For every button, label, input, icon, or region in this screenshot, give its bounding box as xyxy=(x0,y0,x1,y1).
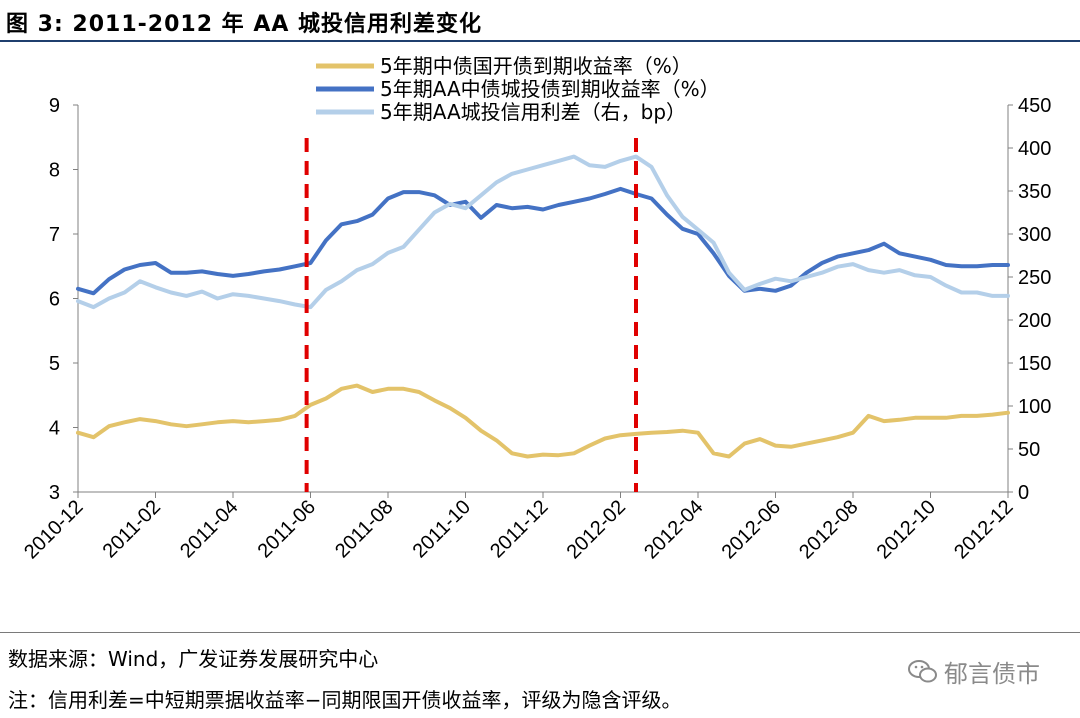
legend-label: 5年期中债国开债到期收益率（%） xyxy=(380,54,692,78)
left-tick-label: 7 xyxy=(49,224,60,246)
line-chart: 3 4 5 6 7 8 9 0 50 100 150 200 250 300 350 400 450 2010-1… xyxy=(20,48,1052,564)
right-tick-label: 400 xyxy=(1018,138,1051,160)
left-tick-label: 5 xyxy=(49,353,60,375)
right-tick-label: 300 xyxy=(1018,224,1051,246)
series-line-3 xyxy=(76,154,1010,310)
series-line-2 xyxy=(76,186,1010,296)
watermark: 郁言债市 xyxy=(908,654,1040,689)
x-tick-label: 2011-02 xyxy=(99,496,165,562)
x-tick-label: 2012-06 xyxy=(718,496,785,563)
right-tick-label: 250 xyxy=(1018,267,1051,289)
right-tick-label: 50 xyxy=(1018,439,1040,461)
title-divider xyxy=(0,40,1080,42)
x-tick-label: 2011-08 xyxy=(331,496,397,562)
x-tick-label: 2011-12 xyxy=(486,496,552,562)
left-tick-label: 3 xyxy=(49,482,60,504)
right-tick-label: 200 xyxy=(1018,310,1051,332)
left-tick-label: 9 xyxy=(49,95,60,117)
x-tick-label: 2012-04 xyxy=(640,496,707,563)
right-tick-label: 0 xyxy=(1018,482,1029,504)
page-title: 图 3: 2011-2012 年 AA 城投信用利差变化 xyxy=(6,12,483,37)
x-tick-label: 2012-10 xyxy=(873,496,940,563)
x-tick-label: 2011-04 xyxy=(176,496,242,562)
legend-background xyxy=(312,48,767,123)
watermark-text: 郁言债市 xyxy=(944,660,1040,688)
left-tick-label: 4 xyxy=(49,418,60,440)
wechat-icon xyxy=(908,659,937,682)
legend-label: 5年期AA城投信用利差（右，bp） xyxy=(380,100,686,124)
x-tick-label: 2012-08 xyxy=(795,496,862,563)
right-tick-label: 450 xyxy=(1018,95,1051,117)
x-tick-label: 2010-12 xyxy=(20,496,87,563)
right-tick-label: 100 xyxy=(1018,396,1051,418)
x-tick-label: 2011-10 xyxy=(409,496,475,562)
x-tick-label: 2011-06 xyxy=(254,496,320,562)
right-tick-label: 150 xyxy=(1018,353,1051,375)
x-tick-label: 2012-12 xyxy=(950,496,1017,563)
x-tick-label: 2012-02 xyxy=(563,496,630,563)
data-source-text: 数据来源：Wind，广发证券发展研究中心 xyxy=(8,647,379,671)
series-line-1 xyxy=(76,383,1010,459)
left-tick-label: 8 xyxy=(49,160,60,182)
footnote-text: 注：信用利差=中短期票据收益率−同期限国开债收益率，评级为隐含评级。 xyxy=(8,688,682,712)
right-tick-label: 350 xyxy=(1018,181,1051,203)
legend-label: 5年期AA中债城投债到期收益率（%） xyxy=(380,77,720,101)
footer-divider xyxy=(0,632,1080,633)
left-tick-label: 6 xyxy=(49,289,60,311)
